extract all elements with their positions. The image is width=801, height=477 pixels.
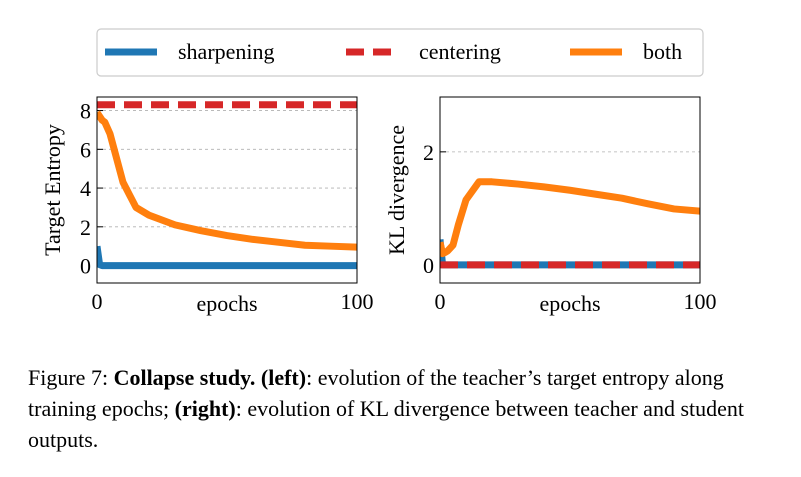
legend-box xyxy=(96,28,704,77)
caption-text: : evolution of KL divergence between tea… xyxy=(28,396,744,452)
y-tick-label: 8 xyxy=(80,99,91,124)
caption-text: : evolution of the teacher’s target entr… xyxy=(28,365,724,421)
y-tick-label: 4 xyxy=(80,176,91,201)
y-tick-label: 2 xyxy=(423,140,434,165)
y-tick-label: 0 xyxy=(80,254,91,279)
x-tick-label: 0 xyxy=(92,289,103,314)
legend-label: sharpening xyxy=(178,39,275,64)
line-series xyxy=(440,178,700,258)
line-series xyxy=(440,239,700,269)
x-tick-label: 100 xyxy=(684,289,717,314)
caption-text: (left) xyxy=(260,365,307,390)
x-tick-label: 0 xyxy=(435,289,446,314)
y-tick-label: 0 xyxy=(423,253,434,278)
x-axis-label: epochs xyxy=(539,291,600,316)
x-axis-label: epochs xyxy=(196,291,257,316)
caption-text: (right) xyxy=(174,396,236,421)
y-tick-label: 2 xyxy=(80,215,91,240)
x-tick-label: 100 xyxy=(341,289,374,314)
line-series xyxy=(97,245,357,270)
plot-frame xyxy=(439,96,701,284)
legend-label: both xyxy=(643,39,682,64)
line-series xyxy=(97,110,357,251)
y-axis-label: KL divergence xyxy=(384,125,409,255)
y-axis-label: Target Entropy xyxy=(40,124,65,256)
legend-label: centering xyxy=(419,39,501,64)
caption: Figure 7: Collapse study. (left): evolut… xyxy=(28,362,744,455)
charts: sharpening centering both 0 2 4 6 8 0 100 epochs Ta… xyxy=(40,28,717,316)
caption-text: Collapse study. xyxy=(113,365,256,390)
y-tick-label: 6 xyxy=(80,137,91,162)
caption-text: Figure 7: xyxy=(28,365,114,390)
plot-frame xyxy=(96,96,358,284)
